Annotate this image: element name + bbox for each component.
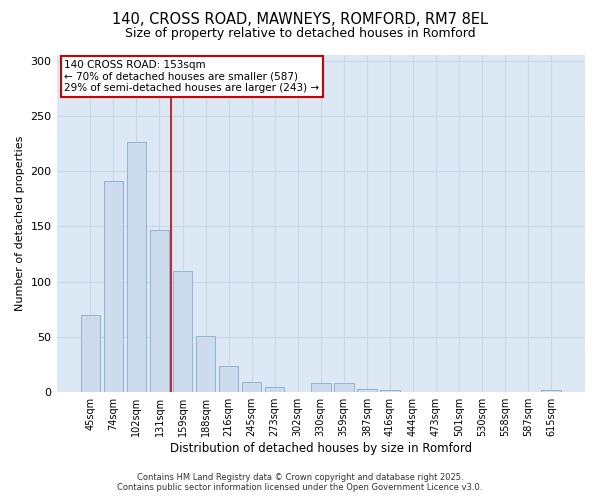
Bar xyxy=(311,384,331,392)
X-axis label: Distribution of detached houses by size in Romford: Distribution of detached houses by size … xyxy=(170,442,472,455)
Bar xyxy=(149,230,169,392)
Bar xyxy=(242,382,262,392)
Bar xyxy=(173,270,193,392)
Bar xyxy=(265,386,284,392)
Bar xyxy=(357,389,377,392)
Bar xyxy=(80,315,100,392)
Bar xyxy=(196,336,215,392)
Y-axis label: Number of detached properties: Number of detached properties xyxy=(15,136,25,312)
Bar xyxy=(219,366,238,392)
Text: 140 CROSS ROAD: 153sqm
← 70% of detached houses are smaller (587)
29% of semi-de: 140 CROSS ROAD: 153sqm ← 70% of detached… xyxy=(64,60,320,94)
Bar xyxy=(334,384,353,392)
Bar xyxy=(380,390,400,392)
Text: 140, CROSS ROAD, MAWNEYS, ROMFORD, RM7 8EL: 140, CROSS ROAD, MAWNEYS, ROMFORD, RM7 8… xyxy=(112,12,488,28)
Bar xyxy=(541,390,561,392)
Bar xyxy=(104,181,123,392)
Text: Contains HM Land Registry data © Crown copyright and database right 2025.
Contai: Contains HM Land Registry data © Crown c… xyxy=(118,473,482,492)
Bar xyxy=(127,142,146,392)
Text: Size of property relative to detached houses in Romford: Size of property relative to detached ho… xyxy=(125,28,475,40)
